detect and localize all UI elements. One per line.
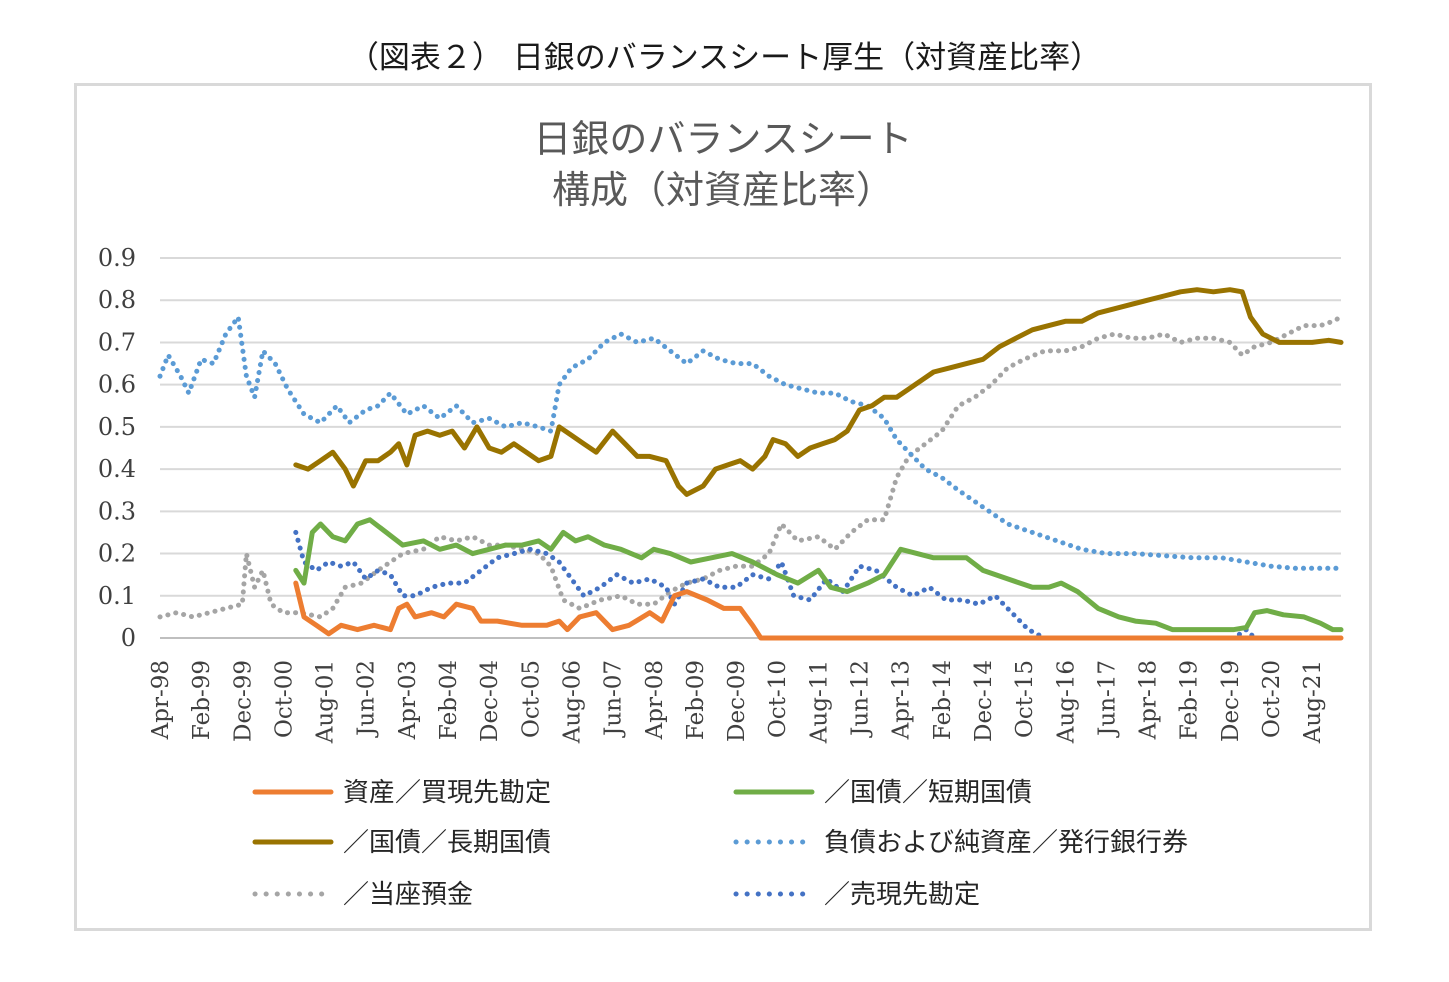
x-tick-label: Oct-10 <box>765 660 791 738</box>
legend-label: ／国債／長期国債 <box>343 828 551 858</box>
x-tick-label: Aug-11 <box>806 660 832 744</box>
legend: 資産／買現先勘定 ／国債／短期国債 ／国債／長期国債 負債および純資産／発行銀行券 ／当… <box>252 778 1188 910</box>
series-lines <box>157 287 1344 641</box>
legend-label: ／当座預金 <box>343 880 473 910</box>
x-tick-label: Oct-00 <box>271 660 297 738</box>
x-tick-label: Oct-15 <box>1012 660 1038 738</box>
x-tick-label: Dec-14 <box>971 660 997 742</box>
chart-title-line1: 日銀のバランスシート <box>533 117 912 161</box>
x-tick-label: Feb-19 <box>1177 660 1203 740</box>
chart-frame: 日銀のバランスシート 構成（対資産比率） 0 0.1 0.2 0.3 0.4 0.5 0.6… <box>74 83 1372 931</box>
y-axis: 0 0.1 0.2 0.3 0.4 0.5 0.6 0.7 0.8 0.9 <box>98 244 136 652</box>
legend-label: ／売現先勘定 <box>824 880 980 910</box>
y-tick-label: 0.2 <box>98 540 136 568</box>
x-tick-label: Feb-14 <box>930 660 956 740</box>
chart-title-line2: 構成（対資産比率） <box>552 168 894 212</box>
x-tick-label: Aug-16 <box>1053 660 1079 744</box>
series-line-5 <box>293 529 1344 641</box>
line-chart: 日銀のバランスシート 構成（対資産比率） 0 0.1 0.2 0.3 0.4 0.5 0.6… <box>98 117 1344 910</box>
series-line-4 <box>157 314 1344 620</box>
x-tick-label: Jun-17 <box>1094 660 1120 738</box>
x-tick-label: Dec-04 <box>477 660 503 742</box>
y-tick-label: 0.1 <box>98 582 136 610</box>
y-tick-label: 0.9 <box>98 244 136 272</box>
y-tick-label: 0.5 <box>98 413 136 441</box>
x-tick-label: Oct-20 <box>1259 660 1285 738</box>
x-tick-label: Feb-04 <box>436 660 462 740</box>
series-line-0 <box>293 580 1344 641</box>
y-tick-label: 0.3 <box>98 497 136 525</box>
x-tick-label: Feb-99 <box>189 660 215 740</box>
x-tick-label: Oct-05 <box>518 660 544 738</box>
legend-label: 負債および純資産／発行銀行券 <box>824 828 1188 858</box>
legend-label: ／国債／短期国債 <box>824 778 1032 808</box>
x-tick-label: Apr-98 <box>148 660 174 740</box>
series-line-1 <box>293 517 1344 633</box>
x-tick-label: Apr-13 <box>889 660 915 740</box>
x-tick-label: Dec-19 <box>1218 660 1244 742</box>
x-tick-label: Feb-09 <box>683 660 709 740</box>
x-tick-label: Dec-99 <box>230 660 256 742</box>
y-tick-label: 0.7 <box>98 328 136 356</box>
y-tick-label: 0.4 <box>98 455 136 483</box>
gridlines <box>160 257 1341 639</box>
x-tick-label: Jun-07 <box>601 660 627 738</box>
x-tick-label: Jun-12 <box>848 660 874 738</box>
x-tick-label: Apr-18 <box>1136 660 1162 740</box>
y-tick-label: 0 <box>121 624 136 652</box>
x-tick-label: Aug-06 <box>559 660 585 744</box>
y-tick-label: 0.6 <box>98 371 136 399</box>
x-tick-label: Apr-03 <box>395 660 421 740</box>
figure-title: （図表２） 日銀のバランスシート厚生（対資産比率） <box>347 40 1102 76</box>
legend-label: 資産／買現先勘定 <box>343 778 551 808</box>
x-tick-label: Dec-09 <box>724 660 750 742</box>
y-tick-label: 0.8 <box>98 286 136 314</box>
x-tick-label: Apr-08 <box>642 660 668 740</box>
series-line-2 <box>293 287 1344 497</box>
x-tick-label: Aug-01 <box>313 660 339 744</box>
x-axis: Apr-98 Feb-99 Dec-99 Oct-00 Aug-01 Jun-02 Apr-… <box>148 660 1326 744</box>
x-tick-label: Jun-02 <box>354 660 380 738</box>
series-line-3 <box>157 314 1344 571</box>
x-tick-label: Aug-21 <box>1300 660 1326 744</box>
